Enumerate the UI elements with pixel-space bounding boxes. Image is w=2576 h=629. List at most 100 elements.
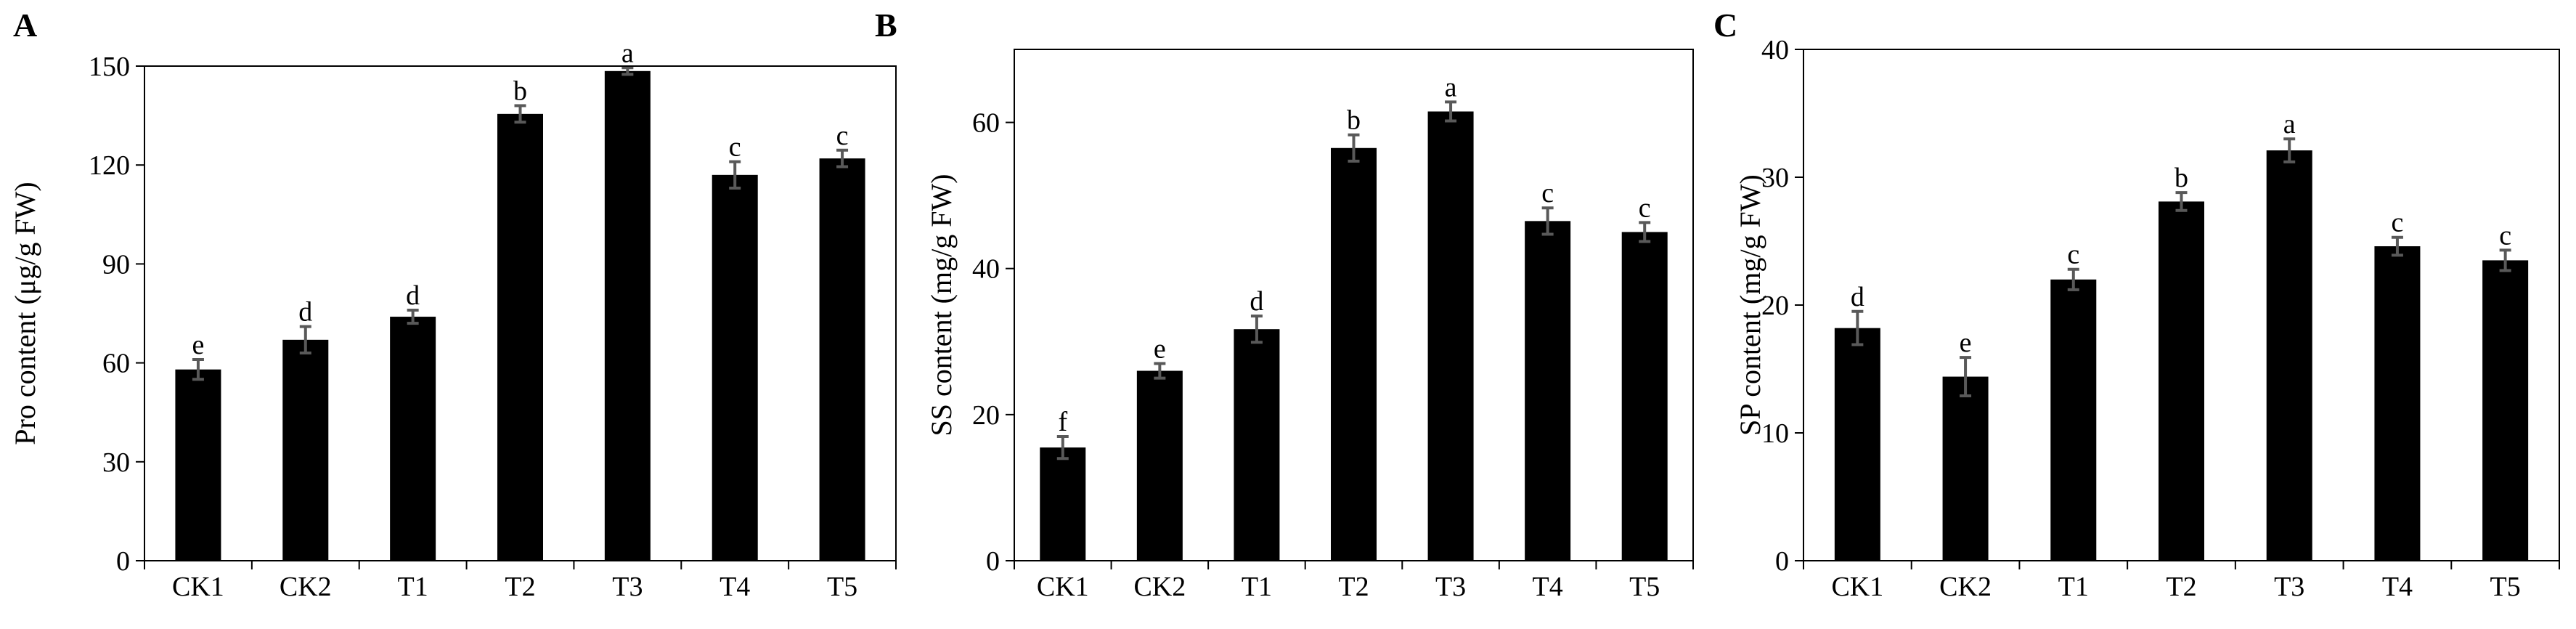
- error-bar: [299, 325, 311, 354]
- error-bar: [1056, 435, 1069, 460]
- y-tick-label: 0: [1775, 546, 1789, 577]
- x-tick-label: T1: [1242, 572, 1272, 602]
- y-tick-label: 20: [972, 400, 1000, 431]
- x-tick-label: T2: [505, 572, 535, 602]
- bar: [175, 369, 221, 561]
- bar: [1040, 447, 1086, 561]
- error-bar: [1639, 221, 1651, 243]
- error-bar: [2175, 191, 2188, 212]
- bar: [1525, 221, 1571, 561]
- x-tick-label: T3: [612, 572, 643, 602]
- x-tick-label: CK2: [280, 572, 332, 602]
- x-tick-label: T2: [2166, 572, 2196, 602]
- panel: f CK1 e CK2 d T1 b T2 a T3 c T4 c T5 0 20 40 60 B SS conten…: [875, 7, 1694, 602]
- x-tick-label: CK1: [1831, 572, 1883, 602]
- bar: [712, 174, 758, 561]
- y-tick-label: 150: [89, 52, 130, 82]
- x-tick-label: T3: [2274, 572, 2304, 602]
- x-tick-label: CK1: [172, 572, 224, 602]
- significance-letter: a: [1445, 72, 1457, 102]
- significance-letter: e: [1960, 328, 1972, 358]
- y-tick-label: 120: [89, 150, 130, 181]
- y-tick-label: 30: [102, 447, 130, 478]
- error-bar: [407, 308, 419, 325]
- bar: [2050, 279, 2097, 561]
- error-bar: [1445, 100, 1457, 123]
- y-tick-label: 60: [102, 349, 130, 379]
- error-bar: [2067, 267, 2079, 291]
- error-bar: [1250, 314, 1263, 344]
- x-tick-label: T4: [1533, 572, 1563, 602]
- plot-frame: [1803, 49, 2560, 561]
- panel-label: A: [13, 7, 37, 44]
- x-tick-label: T1: [2058, 572, 2089, 602]
- y-tick-label: 0: [986, 546, 1000, 577]
- bar: [390, 317, 436, 561]
- y-tick-label: 40: [1761, 35, 1789, 65]
- x-tick-label: T5: [827, 572, 857, 602]
- error-bar: [729, 160, 741, 190]
- error-bar: [836, 148, 849, 169]
- significance-letter: c: [1639, 192, 1651, 223]
- panel: d CK1 e CK2 c T1 b T2 a T3 c T4 c T5 0 10 20 30 40 C SP cont…: [1713, 7, 2560, 602]
- plot-frame: [144, 65, 897, 561]
- panel-label: B: [875, 7, 897, 44]
- significance-letter: a: [2283, 109, 2296, 139]
- significance-letter: c: [729, 132, 741, 163]
- significance-letter: d: [1250, 286, 1263, 317]
- bar: [1427, 111, 1474, 561]
- error-bar: [1960, 356, 1972, 397]
- y-axis-label: Pro content (μg/g FW): [9, 182, 41, 445]
- bar: [2266, 150, 2312, 561]
- bar: [282, 339, 329, 561]
- x-tick-label: T4: [2382, 572, 2413, 602]
- significance-letter: c: [2391, 208, 2403, 238]
- x-tick-label: CK1: [1037, 572, 1089, 602]
- error-bar: [1348, 133, 1360, 163]
- bar: [1136, 370, 1183, 561]
- error-bar: [1541, 206, 1554, 236]
- significance-letter: a: [621, 38, 634, 68]
- significance-letter: b: [2174, 163, 2188, 193]
- significance-letter: d: [406, 280, 420, 311]
- bar: [1331, 147, 1377, 561]
- error-bar: [2499, 248, 2511, 272]
- y-tick-label: 40: [972, 254, 1000, 285]
- x-tick-label: T5: [2490, 572, 2521, 602]
- significance-letter: c: [2499, 220, 2511, 251]
- bar: [1942, 376, 1989, 561]
- y-tick-label: 0: [116, 546, 130, 577]
- error-bar: [621, 66, 634, 76]
- panel: e CK1 d CK2 d T1 b T2 a T3 c T4 c T5 0 30 60 90 120 150 A Pro…: [9, 7, 897, 602]
- y-tick-label: 60: [972, 108, 1000, 139]
- y-axis-label: SP content (mg/g FW): [1734, 174, 1766, 436]
- x-tick-label: CK2: [1939, 572, 1992, 602]
- error-bar: [1154, 362, 1166, 380]
- x-tick-label: T3: [1435, 572, 1466, 602]
- y-tick-label: 90: [102, 249, 130, 280]
- x-tick-label: T4: [720, 572, 750, 602]
- significance-letter: c: [2067, 240, 2079, 270]
- x-tick-label: T1: [398, 572, 428, 602]
- significance-letter: c: [836, 121, 849, 151]
- error-bar: [2391, 235, 2403, 257]
- error-bar: [1851, 309, 1864, 346]
- x-tick-label: CK2: [1133, 572, 1186, 602]
- bar: [604, 70, 651, 561]
- plot-frame: [1014, 49, 1694, 561]
- significance-letter: d: [1851, 282, 1864, 312]
- y-tick-label: 20: [1761, 291, 1789, 321]
- bar: [819, 158, 865, 561]
- bar: [1834, 328, 1880, 561]
- significance-letter: f: [1058, 407, 1067, 437]
- bar: [2482, 260, 2529, 561]
- significance-letter: e: [192, 330, 204, 360]
- panel-label: C: [1713, 7, 1737, 44]
- significance-letter: b: [513, 76, 527, 106]
- bar: [1621, 232, 1668, 561]
- y-tick-label: 30: [1761, 163, 1789, 193]
- significance-letter: e: [1154, 333, 1166, 364]
- x-tick-label: T5: [1629, 572, 1660, 602]
- error-bar: [2283, 137, 2296, 163]
